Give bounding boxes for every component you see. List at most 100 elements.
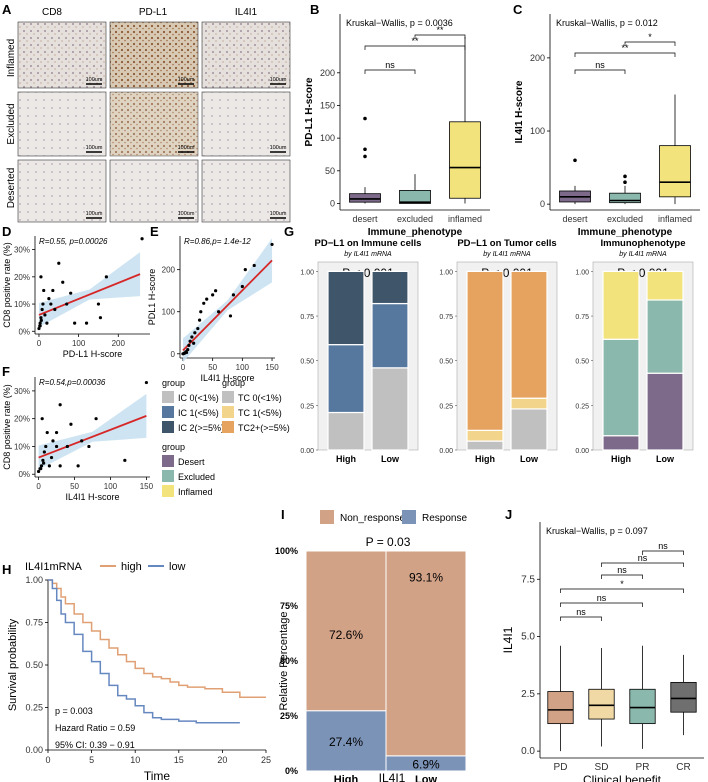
panel-d-scatter: 0 100 200 0% 10% 20% 30% PD-L1 H-score CD8 posit… [2, 236, 150, 359]
data-point [65, 444, 69, 449]
legend-label-tc0: TC 0(<1%) [238, 393, 282, 403]
comparison-bracket [574, 52, 676, 57]
comparison-bracket [601, 574, 643, 579]
data-point [49, 302, 53, 306]
scale-label: 100um [86, 77, 103, 83]
box-PD [547, 691, 574, 725]
legend-swatch-ic2 [162, 421, 174, 433]
comparison-label: ** [411, 36, 419, 46]
bar-segment-non-response [385, 550, 467, 757]
y-tick-label: 0% [285, 766, 298, 776]
data-point [188, 339, 192, 343]
x-tick-label: 20 [217, 755, 227, 765]
data-point [61, 280, 65, 284]
scale-label: 100um [270, 77, 287, 83]
panel-label-a: A [2, 2, 12, 17]
data-point [231, 293, 236, 297]
panel-i-stacked-bars: Non_response Response P = 0.03 Relative Per… [275, 510, 467, 782]
legend-swatch-response [402, 510, 416, 524]
y-tick-label: 200 [162, 266, 176, 275]
confidence-interval-text: 95% CI: 0.39 − 0.91 [55, 740, 135, 750]
data-point [205, 297, 209, 301]
panel-label-b: B [310, 2, 319, 17]
legend-label-tc2: TC2+(>=5%) [238, 423, 290, 433]
y-tick-label: 1.00 [300, 269, 314, 276]
x-axis-label: IL4I1 [379, 771, 406, 782]
survival-curve-high [48, 579, 266, 699]
bar-segment-ic-0-1- [371, 367, 409, 451]
x-tick-label: High [336, 454, 356, 464]
bar-segment-tc2-5- [466, 270, 504, 431]
scale-label: 100um [178, 145, 195, 151]
data-point [43, 313, 47, 317]
y-tick-label: 0.75 [439, 314, 453, 321]
micrograph-cd8-deserted [17, 159, 107, 223]
y-tick-label: 1.00 [439, 269, 453, 276]
outlier-point [623, 174, 627, 179]
confidence-band [182, 238, 273, 363]
y-tick-label: 0.0 [521, 746, 535, 757]
data-point [76, 464, 80, 468]
chart-title: Kruskal−Wallis, p = 0.0036 [346, 18, 453, 28]
y-axis-label: Survival probability [7, 618, 19, 711]
legend-label-inflamed: Inflamed [178, 487, 213, 497]
panel-label-h: H [2, 562, 11, 577]
x-tick-label: 150 [265, 363, 279, 372]
x-tick-label: 25 [261, 755, 271, 765]
col-header-il4i1: IL4I1 [235, 7, 258, 18]
data-label-response: 27.4% [329, 735, 363, 749]
x-axis-label: IL4I1 H-score [65, 492, 119, 502]
x-tick-label: 10 [130, 755, 140, 765]
scale-bars: 100um 100um 100um 100um 100um 100um 100u… [86, 77, 287, 219]
data-point [270, 242, 274, 247]
y-tick-label: 5.0 [521, 632, 535, 643]
x-axis-label: Immune_phenotype [368, 227, 463, 238]
y-tick-label: 200 [320, 68, 335, 78]
data-point [228, 314, 233, 318]
legend-swatch-non-response [320, 510, 334, 524]
data-point [184, 350, 189, 355]
data-point [38, 324, 42, 328]
x-tick-label: PD [554, 762, 568, 773]
data-point [214, 289, 218, 293]
y-tick-label: 50 [325, 166, 335, 176]
data-point [190, 335, 194, 339]
micrograph-pdl1-inflamed [109, 21, 199, 89]
data-point [36, 469, 41, 474]
panel-c-boxplot: Kruskal−Wallis, p = 0.012 0 100 200 desert ex… [514, 14, 700, 238]
x-tick-label: 200 [112, 339, 126, 348]
x-tick-label: High [334, 774, 359, 782]
data-point [37, 326, 41, 331]
data-point [41, 302, 45, 306]
y-tick-label: 0.00 [575, 448, 589, 455]
data-point [58, 403, 62, 407]
legend-swatch-excluded [162, 470, 174, 482]
bar-segment-excluded [602, 338, 640, 437]
micrograph-il4i1-inflamed [201, 21, 291, 89]
scale-label: 100um [178, 77, 195, 83]
micrograph-il4i1-deserted [201, 159, 291, 223]
data-point [84, 321, 89, 325]
data-point [47, 464, 51, 468]
subpanel-title: PD−L1 on Immune cells [315, 238, 422, 249]
bar-segment-ic-2-5- [371, 270, 409, 305]
x-tick-label: inflamed [658, 214, 692, 224]
panel-label-i: I [281, 507, 285, 522]
x-axis-label: Time [144, 769, 171, 782]
data-point [202, 301, 206, 305]
x-tick-label: Low [415, 774, 437, 782]
comparison-bracket [364, 45, 466, 50]
comparison-label: ns [638, 553, 648, 563]
x-tick-label: inflamed [448, 214, 482, 224]
x-tick-label: High [475, 454, 495, 464]
panel-j-boxplot: Kruskal−Wallis, p = 0.097 0.0 2.5 5.0 7.5 PD S… [501, 522, 704, 782]
legend-label-low: low [169, 561, 186, 573]
bar-segment-desert [646, 372, 684, 451]
micrograph-pdl1-excluded [109, 91, 199, 157]
y-axis-label: IL4I1 H-score [514, 80, 525, 143]
y-tick-label: 2.5 [521, 689, 535, 700]
y-tick-label: 100% [275, 546, 298, 556]
x-tick-label: High [611, 454, 631, 464]
x-tick-label: Low [381, 454, 400, 464]
bar-segment-tc-0-1- [510, 408, 548, 451]
